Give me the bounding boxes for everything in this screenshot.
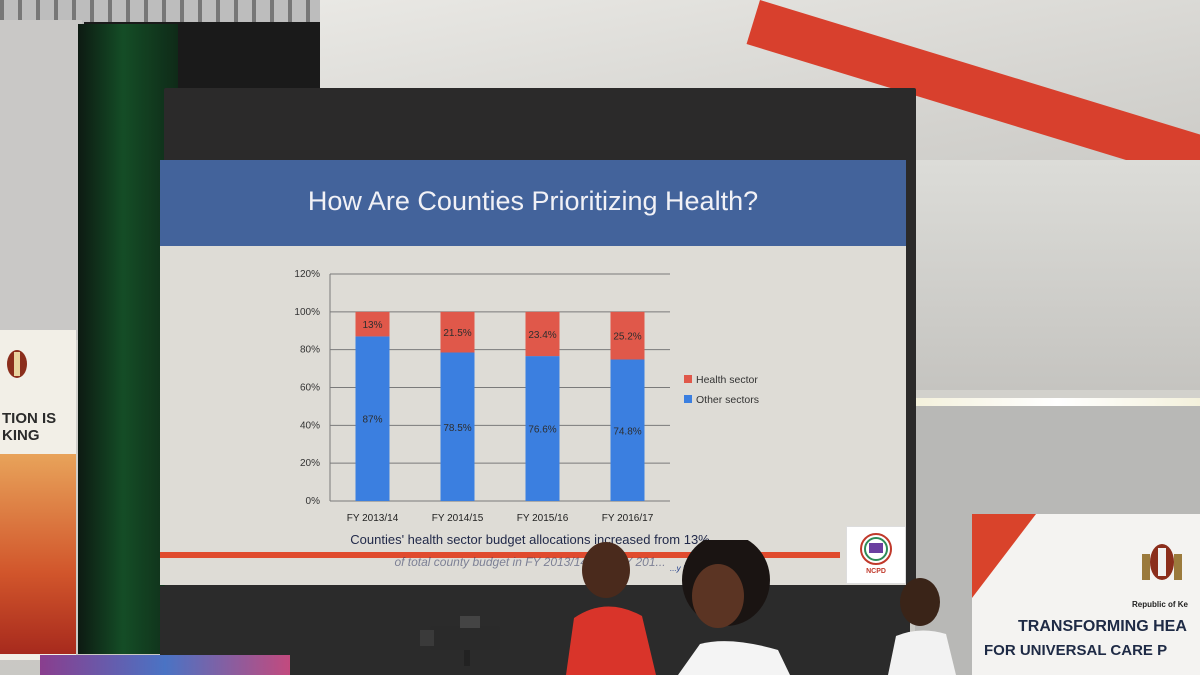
right-banner-red-corner bbox=[972, 514, 1036, 598]
data-label: 76.6% bbox=[528, 425, 556, 436]
x-tick-label: FY 2013/14 bbox=[347, 513, 399, 524]
y-tick-label: 80% bbox=[300, 345, 320, 356]
left-wall bbox=[0, 20, 82, 340]
chart-bars: 87% 13% 78.5% 21.5% 76.6% 23.4% 74.8% 25.2% bbox=[355, 311, 645, 501]
x-tick-label: FY 2016/17 bbox=[602, 513, 654, 524]
ncpd-logo: NCPD bbox=[846, 526, 906, 584]
bar-segment bbox=[610, 311, 645, 360]
bar-segment bbox=[355, 336, 390, 501]
data-label: 78.5% bbox=[443, 423, 471, 434]
legend-label: Health sector bbox=[696, 374, 758, 386]
y-tick-label: 40% bbox=[300, 420, 320, 431]
banner-headline-1: TRANSFORMING HEA bbox=[1018, 618, 1187, 635]
data-label: 21.5% bbox=[443, 328, 471, 339]
x-tick-label: FY 2015/16 bbox=[517, 513, 569, 524]
bar-segment bbox=[440, 311, 475, 353]
light-strip bbox=[915, 398, 1200, 406]
legend-swatch bbox=[684, 395, 692, 403]
slide-caption: Counties' health sector budget allocatio… bbox=[350, 532, 710, 547]
coat-of-arms-icon bbox=[1142, 544, 1182, 580]
y-tick-label: 100% bbox=[294, 307, 320, 318]
coat-of-arms-icon bbox=[7, 350, 27, 378]
slide-title: How Are Counties Prioritizing Health? bbox=[307, 186, 759, 216]
y-tick-label: 0% bbox=[306, 496, 321, 507]
ncpd-logo-icon bbox=[860, 533, 892, 565]
left-event-banner: TION IS KING bbox=[0, 330, 76, 660]
left-banner-text: TION IS KING bbox=[2, 410, 57, 444]
slide-header: How Are Counties Prioritizing Health? bbox=[160, 160, 906, 246]
chart-y-ticks: 0% 20% 40% 60% 80% 100% 120% bbox=[294, 269, 320, 507]
banner-headline-2: FOR UNIVERSAL CARE P bbox=[984, 642, 1168, 659]
bar-segment bbox=[525, 356, 560, 501]
bar-segment bbox=[355, 311, 390, 337]
data-label: 87% bbox=[362, 415, 382, 426]
y-tick-label: 20% bbox=[300, 458, 320, 469]
data-label: 25.2% bbox=[613, 332, 641, 343]
ncpd-logo-label: NCPD bbox=[866, 568, 886, 575]
y-tick-label: 120% bbox=[294, 269, 320, 280]
floor-strip bbox=[40, 655, 290, 675]
x-tick-label: FY 2014/15 bbox=[432, 513, 484, 524]
tent-wall-right bbox=[915, 160, 1200, 390]
legend-label: Other sectors bbox=[696, 394, 759, 406]
chart-x-ticks: FY 2013/14 FY 2014/15 FY 2015/16 FY 2016/17 bbox=[347, 513, 654, 524]
bar-segment bbox=[525, 311, 560, 357]
data-label: 74.8% bbox=[613, 426, 641, 437]
legend-swatch bbox=[684, 375, 692, 383]
left-banner-graphic bbox=[0, 454, 76, 654]
y-tick-label: 60% bbox=[300, 383, 320, 394]
person-woman bbox=[678, 540, 790, 675]
right-event-banner: Republic of Ke TRANSFORMING HEA FOR UNIV… bbox=[972, 514, 1200, 675]
video-camera bbox=[420, 616, 500, 666]
presentation-slide: How Are Counties Prioritizing Health? 87… bbox=[160, 160, 906, 585]
data-label: 23.4% bbox=[528, 330, 556, 341]
person-red-shirt bbox=[566, 542, 656, 675]
bar-segment bbox=[440, 352, 475, 501]
chart-legend: Health sector Other sectors bbox=[684, 374, 759, 406]
person-white-shirt bbox=[888, 578, 956, 675]
stacked-bar-chart: 87% 13% 78.5% 21.5% 76.6% 23.4% 74.8% 25.2% 0% 2… bbox=[294, 269, 759, 524]
data-label: 13% bbox=[362, 320, 382, 331]
bar-segment bbox=[610, 359, 645, 501]
slide-red-rule bbox=[160, 552, 840, 558]
republic-label: Republic of Ke bbox=[1132, 600, 1189, 609]
